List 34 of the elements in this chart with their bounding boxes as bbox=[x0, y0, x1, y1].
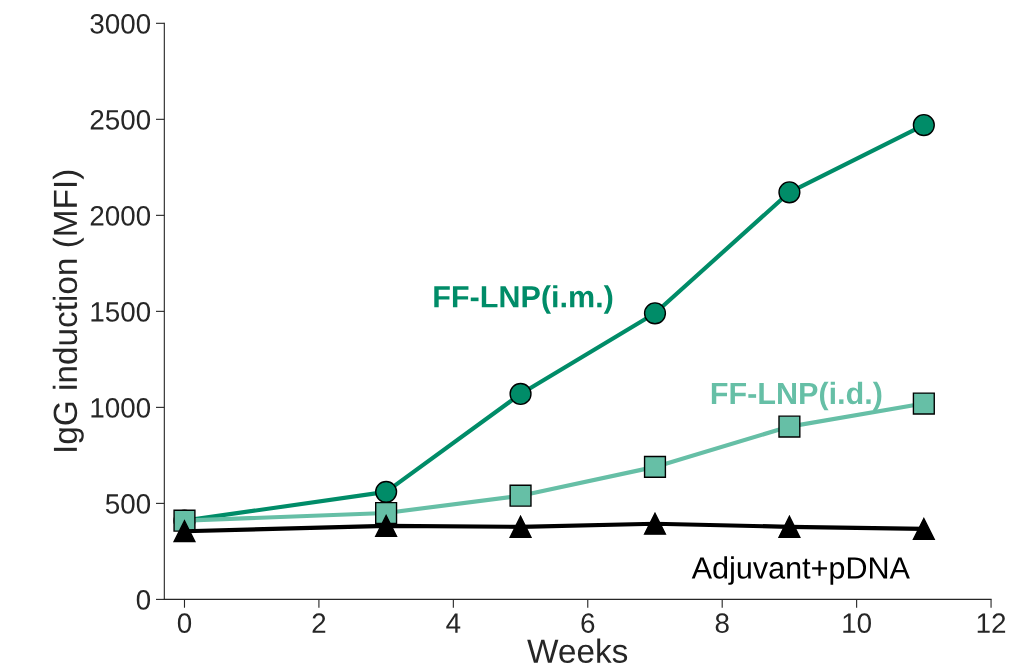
x-tick-label: 8 bbox=[715, 613, 729, 633]
point bbox=[778, 181, 801, 204]
y-tick-label: 0 bbox=[136, 590, 151, 610]
y-tick-label: 2000 bbox=[90, 206, 151, 226]
x-tick-label: 0 bbox=[177, 613, 192, 633]
point bbox=[173, 520, 196, 543]
point bbox=[912, 113, 935, 137]
x-axis-title: Weeks bbox=[527, 638, 628, 663]
point bbox=[912, 517, 935, 541]
y-axis-title: IgG induction (MFI) bbox=[52, 170, 84, 451]
x-tick-label: 10 bbox=[843, 613, 871, 633]
point bbox=[643, 455, 667, 479]
point bbox=[375, 480, 398, 503]
point bbox=[509, 515, 532, 538]
point bbox=[643, 302, 667, 325]
y-tick-label: 3000 bbox=[90, 13, 151, 34]
y-tick-label: 1500 bbox=[91, 302, 151, 322]
series-label: Adjuvant+pDNA bbox=[691, 556, 910, 585]
x-tick-label: 2 bbox=[312, 613, 326, 633]
point bbox=[778, 515, 801, 538]
x-tick-label: 12 bbox=[977, 613, 1006, 633]
series-label: FF-LNP(i.d.) bbox=[711, 381, 882, 411]
point bbox=[912, 392, 935, 415]
y-tick-label: 500 bbox=[105, 494, 151, 514]
point bbox=[643, 512, 667, 535]
x-tick-label: 6 bbox=[581, 613, 595, 633]
series-label: FF-LNP(i.m.) bbox=[434, 285, 613, 314]
x-tick-label: 4 bbox=[446, 613, 461, 633]
y-tick-label: 1000 bbox=[91, 398, 151, 418]
y-tick-label: 2500 bbox=[90, 109, 151, 130]
point bbox=[375, 514, 398, 537]
point bbox=[778, 415, 801, 438]
point bbox=[509, 484, 532, 507]
point bbox=[509, 382, 532, 406]
